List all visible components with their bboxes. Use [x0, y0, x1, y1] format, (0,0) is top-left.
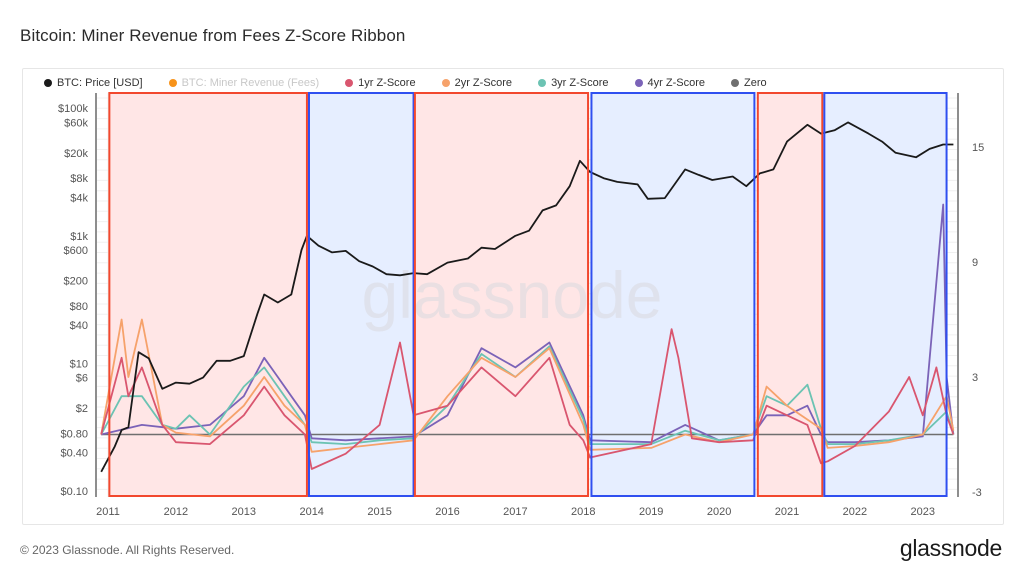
legend-dot-icon — [168, 79, 177, 87]
legend-item-4yr-zscore[interactable]: 4yr Z-Score — [634, 77, 705, 89]
x-axis: 2011 2012 2013 2014 2015 2016 2017 2018 2019 2020… — [96, 506, 935, 518]
legend-dot-icon — [345, 79, 354, 87]
svg-text:2017: 2017 — [503, 506, 527, 518]
legend-dot-icon — [634, 79, 643, 87]
svg-text:2019: 2019 — [639, 506, 663, 518]
legend-item-1yr-zscore[interactable]: 1yr Z-Score — [345, 77, 416, 89]
svg-text:$20k: $20k — [64, 148, 88, 160]
svg-text:2013: 2013 — [232, 506, 256, 518]
svg-text:$0.40: $0.40 — [60, 448, 88, 460]
legend-item-zero[interactable]: Zero — [731, 77, 767, 89]
svg-text:$0.80: $0.80 — [60, 428, 88, 440]
svg-text:9: 9 — [972, 257, 978, 269]
svg-text:$6: $6 — [76, 373, 88, 385]
svg-text:2014: 2014 — [299, 506, 323, 518]
svg-text:$80: $80 — [70, 301, 88, 313]
svg-text:2023: 2023 — [911, 506, 935, 518]
svg-text:2021: 2021 — [775, 506, 799, 518]
regime-borders — [108, 92, 948, 497]
y-axis-left: $0.10 $0.40 $0.80 $2 $6 $10 $40 $80 $200 $600 $1k $… — [58, 103, 88, 498]
svg-text:-3: -3 — [972, 487, 982, 499]
svg-text:$100k: $100k — [58, 103, 88, 115]
svg-text:$600: $600 — [64, 245, 88, 257]
svg-text:$1k: $1k — [70, 231, 88, 243]
svg-text:$10: $10 — [70, 358, 88, 370]
svg-text:$8k: $8k — [70, 173, 88, 185]
legend-dot-icon — [538, 79, 547, 87]
watermark: glassnode — [362, 258, 663, 332]
glassnode-logo: glassnode — [899, 535, 1002, 561]
y-axis-right: -3 3 9 15 — [972, 142, 984, 499]
svg-text:$200: $200 — [64, 275, 88, 287]
legend-item-3yr-zscore[interactable]: 3yr Z-Score — [538, 77, 609, 89]
svg-text:2011: 2011 — [96, 506, 120, 518]
legend-item-btc-price[interactable]: BTC: Price [USD] — [44, 77, 143, 89]
regime-regions — [109, 93, 947, 496]
svg-text:2015: 2015 — [367, 506, 391, 518]
svg-text:$40: $40 — [70, 320, 88, 332]
chart-legend: BTC: Price [USD] BTC: Miner Revenue (Fee… — [44, 77, 793, 89]
legend-item-2yr-zscore[interactable]: 2yr Z-Score — [441, 77, 512, 89]
page-title: Bitcoin: Miner Revenue from Fees Z-Score… — [20, 26, 406, 45]
svg-text:$4k: $4k — [70, 192, 88, 204]
svg-text:2022: 2022 — [843, 506, 867, 518]
legend-item-miner-revenue-fees[interactable]: BTC: Miner Revenue (Fees) — [168, 77, 319, 89]
legend-dot-icon — [441, 79, 450, 87]
svg-text:2012: 2012 — [164, 506, 188, 518]
svg-text:2020: 2020 — [707, 506, 731, 518]
svg-text:$0.10: $0.10 — [60, 486, 88, 498]
svg-text:$60k: $60k — [64, 117, 88, 129]
legend-dot-icon — [731, 79, 739, 87]
copyright-text: © 2023 Glassnode. All Rights Reserved. — [20, 543, 235, 557]
svg-text:15: 15 — [972, 142, 984, 154]
legend-dot-icon — [44, 79, 52, 87]
svg-text:2018: 2018 — [571, 506, 595, 518]
svg-text:2016: 2016 — [435, 506, 459, 518]
svg-text:$2: $2 — [76, 403, 88, 415]
svg-text:3: 3 — [972, 372, 978, 384]
